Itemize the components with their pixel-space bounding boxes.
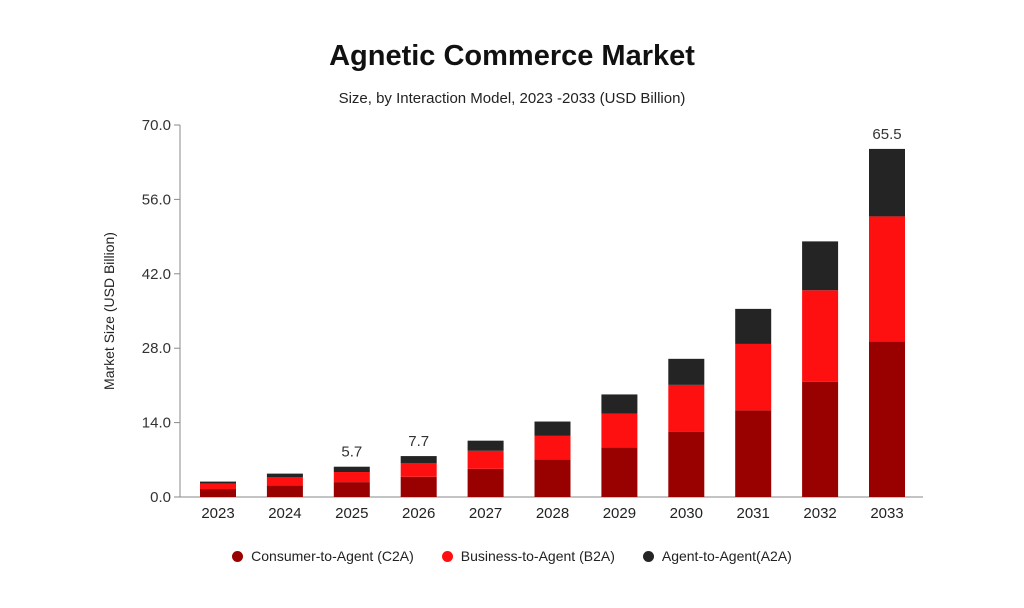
bar-segment-2028-1 xyxy=(534,459,571,497)
bar-segment-2027-3 xyxy=(467,440,504,451)
legend-item-c2a: Consumer-to-Agent (C2A) xyxy=(232,548,414,564)
y-tick-label: 70.0 xyxy=(142,117,171,134)
bar-segment-2026-3 xyxy=(400,456,437,463)
bar-segment-2033-1 xyxy=(869,341,905,497)
bar-segment-2030-2 xyxy=(668,384,705,432)
legend: Consumer-to-Agent (C2A) Business-to-Agen… xyxy=(0,548,1024,564)
bar-segment-2027-1 xyxy=(467,468,504,497)
bar-segment-2025-3 xyxy=(333,466,370,473)
bar-segment-2029-3 xyxy=(601,394,638,414)
chart-subtitle: Size, by Interaction Model, 2023 -2033 (… xyxy=(338,90,686,107)
bar-segment-2026-1 xyxy=(400,476,437,497)
bar-segment-2025-2 xyxy=(333,472,370,483)
y-tick-label: 28.0 xyxy=(142,340,171,357)
legend-item-b2a: Business-to-Agent (B2A) xyxy=(441,548,615,564)
data-label: 7.7 xyxy=(408,433,429,450)
bar-segment-2031-3 xyxy=(735,308,772,344)
data-label: 65.5 xyxy=(872,126,901,143)
legend-item-a2a: Agent-to-Agent(A2A) xyxy=(642,548,792,564)
x-tick-label: 2032 xyxy=(803,505,836,522)
y-tick-label: 0.0 xyxy=(150,489,171,506)
bar-segment-2024-2 xyxy=(266,477,303,486)
bar-segment-2032-2 xyxy=(802,290,839,382)
x-tick-label: 2023 xyxy=(201,505,234,522)
bar-segment-2028-2 xyxy=(534,435,571,460)
bar-segment-2024-1 xyxy=(266,485,303,497)
x-tick-label: 2024 xyxy=(268,505,301,522)
bar-segment-2032-1 xyxy=(802,381,839,497)
bar-segment-2032-3 xyxy=(802,241,839,291)
bar-segment-2025-1 xyxy=(333,482,370,497)
bar-segment-2024-3 xyxy=(266,473,303,478)
x-tick-label: 2025 xyxy=(335,505,368,522)
bar-segment-2029-2 xyxy=(601,413,638,448)
x-tick-label: 2033 xyxy=(870,505,903,522)
y-tick-label: 14.0 xyxy=(142,415,171,432)
x-tick-label: 2030 xyxy=(670,505,703,522)
bar-segment-2023-1 xyxy=(200,489,236,497)
legend-swatch xyxy=(441,550,453,562)
bar-segment-2030-1 xyxy=(668,431,705,497)
bar-segment-2029-1 xyxy=(601,447,638,497)
y-axis-label: Market Size (USD Billion) xyxy=(101,232,117,390)
chart-title: Agnetic Commerce Market xyxy=(329,40,695,72)
bar-segment-2027-2 xyxy=(467,450,504,469)
x-tick-label: 2029 xyxy=(603,505,636,522)
x-tick-label: 2027 xyxy=(469,505,502,522)
y-tick-label: 42.0 xyxy=(142,266,171,283)
y-tick-label: 56.0 xyxy=(142,191,171,208)
legend-label: Business-to-Agent (B2A) xyxy=(460,548,615,564)
bar-segment-2033-3 xyxy=(869,148,905,217)
bar-segment-2031-1 xyxy=(735,410,772,497)
bar-segment-2028-3 xyxy=(534,421,571,436)
bar-segment-2026-2 xyxy=(400,462,437,477)
bar-segment-2023-2 xyxy=(200,483,236,490)
x-tick-label: 2031 xyxy=(737,505,770,522)
legend-label: Agent-to-Agent(A2A) xyxy=(661,548,792,564)
legend-swatch xyxy=(642,550,654,562)
bar-segment-2033-2 xyxy=(869,216,905,342)
bar-segment-2031-2 xyxy=(735,343,772,411)
data-label: 5.7 xyxy=(341,444,362,461)
bar-segment-2023-3 xyxy=(200,481,236,484)
legend-swatch xyxy=(232,550,244,562)
x-tick-label: 2026 xyxy=(402,505,435,522)
x-tick-label: 2028 xyxy=(536,505,569,522)
legend-label: Consumer-to-Agent (C2A) xyxy=(251,548,414,564)
bar-segment-2030-3 xyxy=(668,358,705,385)
